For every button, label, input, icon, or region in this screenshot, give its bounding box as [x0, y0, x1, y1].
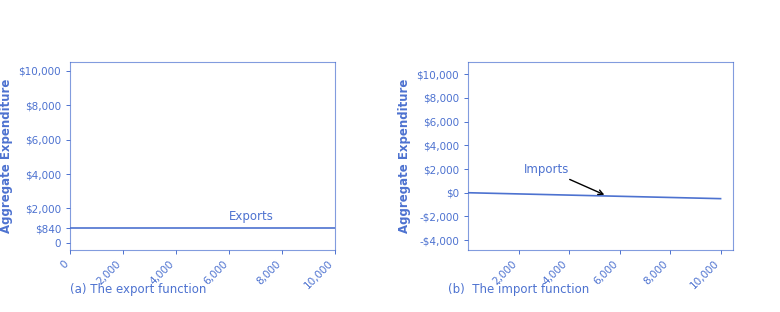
Text: (b)  The import function: (b) The import function — [448, 283, 590, 296]
Y-axis label: Aggregate Expenditure: Aggregate Expenditure — [398, 79, 411, 233]
Text: Exports: Exports — [229, 210, 275, 223]
Y-axis label: Aggregate Expenditure: Aggregate Expenditure — [0, 79, 13, 233]
Text: (a) The export function: (a) The export function — [70, 283, 207, 296]
Text: Imports: Imports — [523, 163, 603, 194]
